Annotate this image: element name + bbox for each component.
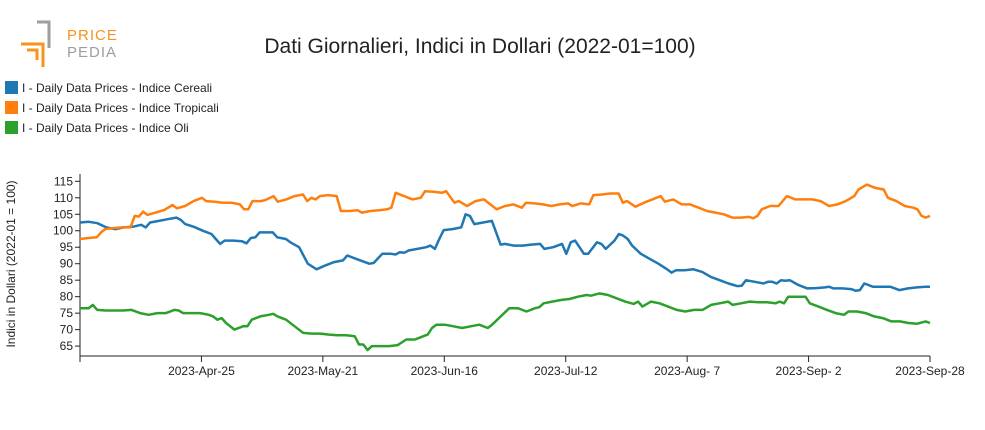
series-line-cereali [79, 213, 930, 292]
x-tick-label: 2023-Jun-16 [411, 364, 479, 378]
logo-text-price: PRICE [67, 27, 118, 44]
logo-text-pedia: PEDIA [67, 44, 117, 61]
y-tick-label: 75 [60, 306, 74, 320]
series-line-tropicali [79, 183, 931, 241]
logo-bracket-inner [27, 48, 39, 60]
legend-item-cereali[interactable]: I - Daily Data Prices - Indice Cereali [5, 81, 212, 95]
y-tick-label: 110 [54, 191, 73, 205]
y-tick-label: 95 [60, 240, 74, 254]
y-tick-label: 90 [60, 257, 74, 271]
x-axis: 2023-Apr-25 2023-May-21 2023-Jun-16 2023-Ju… [79, 355, 965, 378]
x-tick-label: 2023-Sep-28 [895, 364, 965, 378]
legend-swatch-oli [5, 121, 18, 134]
legend-label-cereali: I - Daily Data Prices - Indice Cereali [22, 81, 212, 95]
y-axis-title: Indici in Dollari (2022-01 = 100) [4, 180, 18, 347]
logo-bracket-mid [21, 42, 45, 67]
chart-title: Dati Giornalieri, Indici in Dollari (202… [264, 35, 695, 58]
y-tick-label: 100 [53, 224, 73, 238]
x-tick-label: 2023-Sep- 2 [776, 364, 842, 378]
x-tick-label: 2023-Jul-12 [534, 364, 598, 378]
legend: I - Daily Data Prices - Indice Cereali I… [5, 81, 219, 135]
y-tick-label: 85 [60, 273, 74, 287]
pricepedia-logo: PRICE PEDIA [21, 20, 118, 67]
y-tick-label: 115 [54, 174, 73, 188]
legend-swatch-cereali [5, 81, 18, 94]
y-tick-label: 80 [60, 290, 74, 304]
legend-item-tropicali[interactable]: I - Daily Data Prices - Indice Tropicali [5, 101, 219, 115]
series-line-oli [80, 292, 931, 352]
y-tick-label: 70 [60, 323, 74, 337]
x-tick-label: 2023-May-21 [287, 364, 358, 378]
legend-item-oli[interactable]: I - Daily Data Prices - Indice Oli [5, 121, 189, 135]
legend-swatch-tropicali [5, 101, 18, 114]
y-axis: 65 70 75 80 85 90 95 100 105 110 115 [53, 174, 81, 356]
x-tick-label: 2023-Aug- 7 [654, 364, 720, 378]
x-tick-label: 2023-Apr-25 [168, 364, 235, 378]
y-tick-label: 105 [53, 207, 73, 221]
y-tick-label: 65 [60, 339, 74, 353]
legend-label-oli: I - Daily Data Prices - Indice Oli [22, 121, 189, 135]
series-layer [79, 183, 931, 352]
legend-label-tropicali: I - Daily Data Prices - Indice Tropicali [22, 101, 219, 115]
logo-bracket-outer [37, 20, 51, 48]
